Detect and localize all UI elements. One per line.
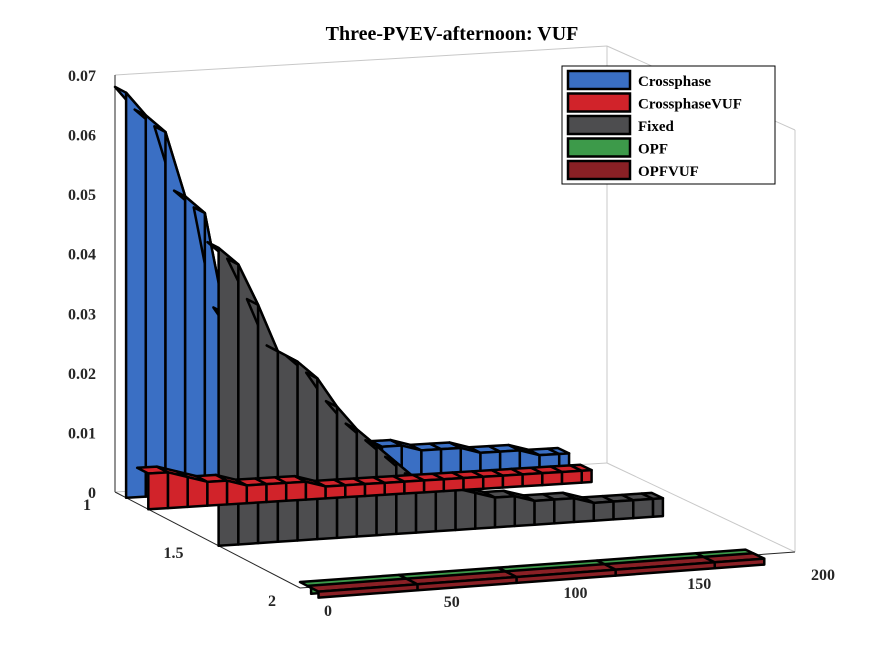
ribbon-side-crossphase bbox=[124, 91, 148, 500]
box-edge bbox=[606, 462, 796, 553]
x-tick-label: 100 bbox=[564, 585, 588, 602]
z-tick-label: 0 bbox=[88, 485, 96, 502]
ribbon-side-crossphasevuf bbox=[501, 473, 524, 489]
ribbon-side-crossphasevuf bbox=[541, 470, 564, 487]
z-tick-label: 0.07 bbox=[68, 68, 96, 85]
ribbon-side-crossphasevuf bbox=[481, 474, 505, 490]
z-tick-label: 0.02 bbox=[68, 366, 96, 383]
ribbon-side-crossphasevuf bbox=[521, 471, 544, 488]
ribbon-side-crossphasevuf bbox=[403, 479, 426, 495]
ribbon-side-crossphasevuf bbox=[245, 482, 268, 505]
ribbon-side-crossphasevuf bbox=[580, 468, 593, 484]
legend-swatch bbox=[566, 114, 632, 136]
legend-label: OPFVUF bbox=[638, 164, 699, 180]
ribbon-side-crossphasevuf bbox=[560, 469, 583, 486]
ribbon-side-fixed bbox=[533, 498, 556, 526]
legend: Crossphase CrossphaseVUF Fixed OPF OPFVUF bbox=[561, 65, 776, 185]
ribbon-side-crossphase bbox=[164, 130, 187, 497]
ribbon-side-fixed bbox=[474, 491, 497, 530]
ribbon-side-crossphasevuf bbox=[206, 479, 229, 507]
legend-swatch bbox=[566, 159, 632, 181]
z-tick-label: 0.03 bbox=[68, 306, 96, 323]
ribbon-side-crossphasevuf bbox=[363, 481, 386, 498]
ribbon-side-fixed bbox=[612, 498, 635, 521]
ribbon-side-crossphasevuf bbox=[166, 471, 189, 510]
ribbon-side-crossphasevuf bbox=[442, 476, 465, 493]
ribbon-side-opfvuf bbox=[713, 557, 766, 570]
ribbons bbox=[113, 85, 766, 599]
chart-title: Three-PVEV-afternoon: VUF bbox=[326, 23, 579, 45]
ribbon-side-crossphasevuf bbox=[383, 480, 406, 497]
ribbon-side-crossphasevuf bbox=[344, 482, 367, 499]
legend-swatch bbox=[566, 92, 632, 113]
legend-swatch bbox=[566, 137, 632, 158]
ribbon-side-fixed bbox=[592, 500, 615, 522]
ribbon-side-fixed bbox=[276, 349, 299, 544]
z-tick-label: 0.05 bbox=[68, 187, 96, 204]
ribbon-side-crossphasevuf bbox=[422, 477, 446, 494]
tick-labels: 0 0.01 0.02 0.03 0.04 0.05 0.06 0.07 0 50 100 150 20… bbox=[68, 68, 835, 620]
ribbon-side-crossphase bbox=[144, 114, 167, 498]
legend-label: Crossphase bbox=[638, 74, 711, 90]
y-tick-label: 1.5 bbox=[164, 545, 184, 562]
x-tick-label: 200 bbox=[811, 567, 835, 584]
x-tick-label: 150 bbox=[687, 576, 711, 593]
ribbon-side-fixed bbox=[296, 360, 319, 542]
z-tick-label: 0.06 bbox=[68, 128, 96, 145]
ribbon-side-fixed bbox=[256, 303, 280, 545]
ribbon-side-crossphasevuf bbox=[147, 471, 170, 511]
legend-swatch bbox=[566, 69, 632, 91]
x-tick-label: 0 bbox=[324, 603, 332, 620]
ribbon-side-fixed bbox=[454, 487, 477, 532]
z-tick-label: 0.04 bbox=[68, 247, 96, 264]
box-edge bbox=[114, 45, 608, 76]
y-axis-line bbox=[114, 491, 301, 589]
ribbon-side-fixed bbox=[493, 494, 517, 529]
ribbon-side-fixed bbox=[651, 497, 665, 519]
legend-label: Fixed bbox=[638, 119, 674, 135]
ribbon-side-crossphasevuf bbox=[462, 475, 485, 492]
legend-label: OPF bbox=[638, 142, 668, 158]
ribbon-side-crossphasevuf bbox=[284, 480, 308, 503]
y-tick-label: 2 bbox=[268, 593, 276, 610]
ribbon-side-crossphasevuf bbox=[324, 484, 347, 500]
ribbon-side-crossphasevuf bbox=[265, 481, 288, 504]
ribbon-side-fixed bbox=[553, 496, 576, 525]
x-tick-label: 50 bbox=[444, 594, 460, 611]
legend-label: CrossphaseVUF bbox=[638, 97, 742, 113]
ribbon-side-fixed bbox=[632, 497, 655, 520]
z-tick-label: 0.01 bbox=[68, 425, 96, 442]
y-tick-label: 1 bbox=[83, 497, 91, 514]
